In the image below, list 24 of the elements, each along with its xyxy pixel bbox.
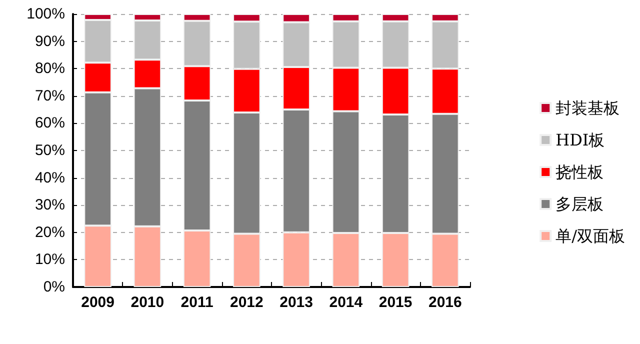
- x-tick-label: 2013: [280, 294, 313, 311]
- legend-label: HDI板: [556, 130, 605, 150]
- x-tick-label: 2015: [378, 294, 412, 311]
- x-tick-label: 2012: [230, 294, 264, 311]
- x-tick-label: 2016: [428, 294, 462, 311]
- y-tick-label: 0%: [43, 278, 65, 296]
- y-tick-label: 20%: [34, 224, 65, 241]
- y-tick-label: 40%: [34, 169, 65, 186]
- y-tick-label: 90%: [34, 32, 65, 50]
- x-tick-label: 2014: [329, 294, 364, 311]
- y-tick-label: 100%: [26, 6, 65, 22]
- legend-label: 多层板: [556, 194, 604, 214]
- y-tick-label: 60%: [34, 114, 65, 132]
- legend-label: 封装基板: [556, 98, 620, 118]
- y-tick-label: 10%: [34, 251, 65, 268]
- y-tick-label: 80%: [34, 60, 65, 78]
- x-tick-label: 2010: [130, 294, 164, 311]
- x-tick-label: 2009: [81, 294, 114, 311]
- y-tick-label: 50%: [34, 142, 65, 159]
- legend-label: 挠性板: [556, 162, 604, 182]
- y-tick-label: 70%: [34, 87, 65, 104]
- x-tick-label: 2011: [180, 294, 214, 311]
- y-tick-label: 30%: [34, 196, 65, 214]
- legend-label: 单/双面板: [556, 226, 625, 246]
